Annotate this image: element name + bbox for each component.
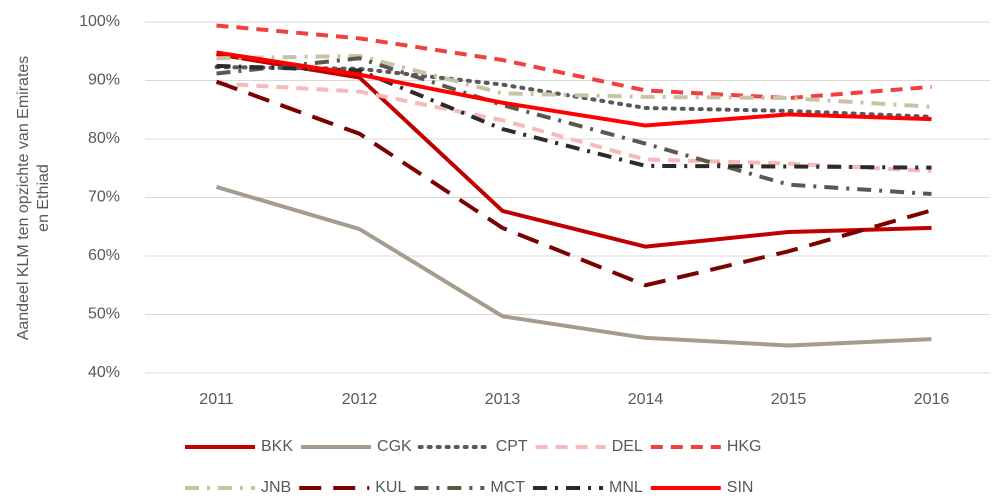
legend-label: KUL xyxy=(375,479,406,496)
series-line xyxy=(216,81,932,174)
x-tick-label: 2012 xyxy=(342,391,378,408)
legend-label: MNL xyxy=(609,479,643,496)
x-tick-label: 2011 xyxy=(199,391,234,408)
y-tick-label: 100% xyxy=(79,13,120,30)
series-line xyxy=(216,52,932,249)
x-tick-label: 2016 xyxy=(914,391,950,408)
x-tick-label: 2014 xyxy=(628,391,664,408)
legend-label: HKG xyxy=(727,438,762,455)
x-tick-label: 2015 xyxy=(771,391,807,408)
series-line xyxy=(216,23,932,101)
x-tick-label: 2013 xyxy=(485,391,521,408)
y-tick-label: 50% xyxy=(88,306,120,323)
y-tick-label: 70% xyxy=(88,189,120,206)
series-line xyxy=(216,63,932,170)
legend-label: CPT xyxy=(496,438,528,455)
series-line xyxy=(216,53,932,109)
series-line xyxy=(216,50,932,128)
legend-label: SIN xyxy=(727,479,754,496)
series-line xyxy=(216,56,932,196)
legend-label: BKK xyxy=(261,438,293,455)
y-tick-label: 80% xyxy=(88,130,120,147)
legend-label: DEL xyxy=(612,438,643,455)
y-axis-label: en Ethiad xyxy=(35,164,52,232)
y-tick-label: 90% xyxy=(88,72,120,89)
legend-label: JNB xyxy=(261,479,291,496)
series-line xyxy=(214,65,934,119)
series-line xyxy=(215,79,933,288)
y-axis-label: Aandeel KLM ten opzichte van Emirates xyxy=(15,56,32,341)
series-line xyxy=(215,185,932,348)
legend-label: MCT xyxy=(490,479,525,496)
legend-label: CGK xyxy=(377,438,412,455)
y-tick-label: 40% xyxy=(88,364,120,381)
y-tick-label: 60% xyxy=(88,247,120,264)
